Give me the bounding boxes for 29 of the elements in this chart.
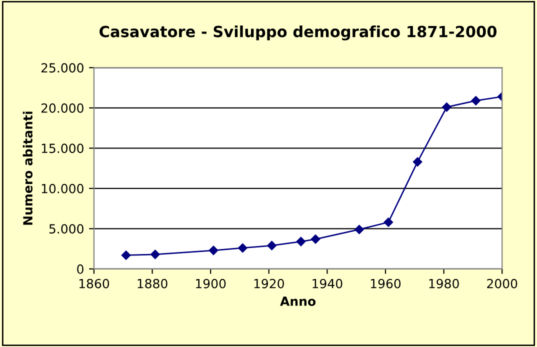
- point: [354, 224, 364, 234]
- y-tick-label: 20.000: [41, 103, 84, 113]
- point: [471, 96, 480, 106]
- point: [296, 236, 306, 246]
- x-tick-label: 1980: [429, 278, 459, 288]
- x-tick-label: 1900: [196, 278, 226, 288]
- x-axis-title: Anno: [280, 296, 316, 306]
- point: [238, 243, 248, 253]
- y-tick-label: 5.000: [49, 224, 84, 234]
- point: [310, 234, 320, 244]
- x-tick-label: 2000: [487, 278, 518, 288]
- point: [208, 246, 218, 256]
- chart-title: Casavatore - Sviluppo demografico 1871-2000: [100, 26, 497, 40]
- point: [384, 218, 394, 227]
- x-tick-label: 1940: [312, 278, 342, 288]
- point: [121, 250, 131, 260]
- x-tick-label: 1960: [370, 278, 401, 288]
- x-tick-label: 1920: [254, 278, 284, 288]
- y-tick-label: 10.000: [42, 184, 84, 194]
- x-tick-label: 1880: [138, 278, 168, 288]
- point: [442, 102, 452, 112]
- point: [412, 157, 422, 166]
- y-axis-title: Numero abitanti: [22, 112, 33, 225]
- point: [150, 250, 160, 260]
- y-tick-label: 15.000: [42, 144, 84, 154]
- y-tick-label: 0: [77, 264, 84, 274]
- point: [267, 240, 276, 250]
- x-tick-label: 1860: [79, 278, 110, 288]
- y-tick-label: 25.000: [41, 63, 84, 73]
